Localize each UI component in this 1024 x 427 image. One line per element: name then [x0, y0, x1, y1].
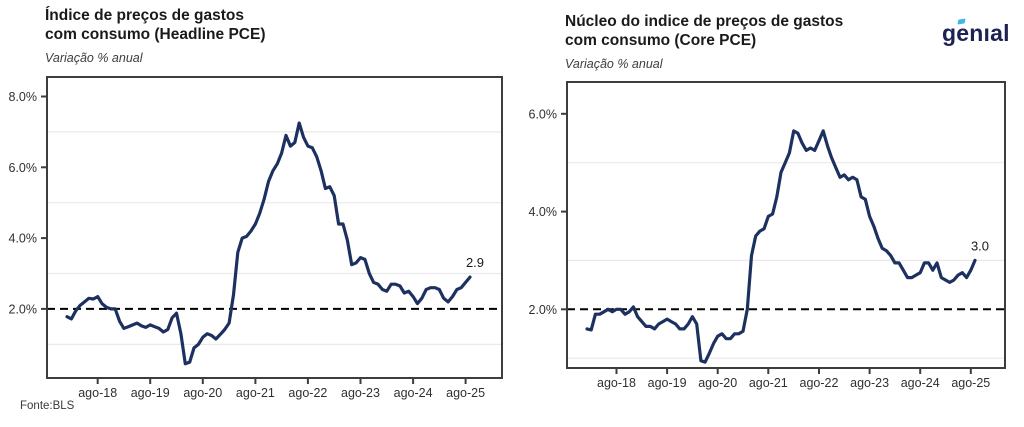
- plot-border: [46, 76, 503, 379]
- y-tick-label: 4.0%: [529, 205, 558, 219]
- headline-chart-title-line2: com consumo (Headline PCE): [45, 26, 266, 43]
- y-tick-label: 6.0%: [9, 161, 38, 175]
- core-chart-subtitle: Variação % anual: [565, 57, 663, 71]
- x-tick-label: ago-19: [131, 386, 170, 400]
- x-tick-label: ago-18: [78, 386, 117, 400]
- headline-chart-subtitle: Variação % anual: [45, 51, 143, 65]
- x-tick-label: ago-22: [800, 376, 839, 390]
- core-chart-title: Núcleo do indice de preços de gastos com…: [565, 12, 843, 50]
- x-tick-label: ago-21: [749, 376, 788, 390]
- core-chart-title-line2: com consumo (Core PCE): [565, 32, 757, 49]
- x-tick-label: ago-24: [901, 376, 940, 390]
- y-tick-label: 4.0%: [9, 232, 38, 246]
- x-tick-label: ago-25: [446, 386, 485, 400]
- x-tick-label: ago-23: [341, 386, 380, 400]
- logo-text: genıal: [942, 20, 1010, 46]
- x-tick-label: ago-25: [951, 376, 990, 390]
- x-tick-label: ago-20: [183, 386, 222, 400]
- y-tick-label: 2.0%: [9, 302, 38, 316]
- last-value-label: 2.9: [466, 255, 484, 270]
- x-tick-label: ago-19: [648, 376, 687, 390]
- x-tick-label: ago-20: [698, 376, 737, 390]
- plot-border: [566, 81, 1006, 369]
- x-tick-label: ago-18: [597, 376, 636, 390]
- headline-chart-title: Índice de preços de gastos com consumo (…: [45, 6, 265, 44]
- last-value-label: 3.0: [971, 238, 989, 253]
- y-tick-label: 8.0%: [9, 90, 38, 104]
- y-tick-label: 6.0%: [529, 107, 558, 121]
- core-pce-line: [585, 129, 977, 364]
- y-tick-label: 2.0%: [529, 303, 558, 317]
- source-note: Fonte:BLS: [20, 400, 75, 412]
- x-tick-label: ago-23: [850, 376, 889, 390]
- headline-chart: 8.0% 6.0% 4.0% 2.0% ago-18 ago-19 ago-20 ago-21…: [9, 76, 503, 400]
- core-chart: 6.0% 4.0% 2.0% ago-18 ago-19 ago-20 ago-21 ago-…: [529, 81, 1006, 390]
- core-chart-title-line1: Núcleo do indice de preços de gastos: [565, 13, 844, 30]
- genial-logo: genıal: [942, 18, 1014, 50]
- headline-chart-title-line1: Índice de preços de gastos: [45, 7, 244, 24]
- x-tick-label: ago-21: [236, 386, 275, 400]
- x-tick-label: ago-22: [288, 386, 327, 400]
- headline-pce-line: [65, 121, 472, 366]
- x-tick-label: ago-24: [394, 386, 433, 400]
